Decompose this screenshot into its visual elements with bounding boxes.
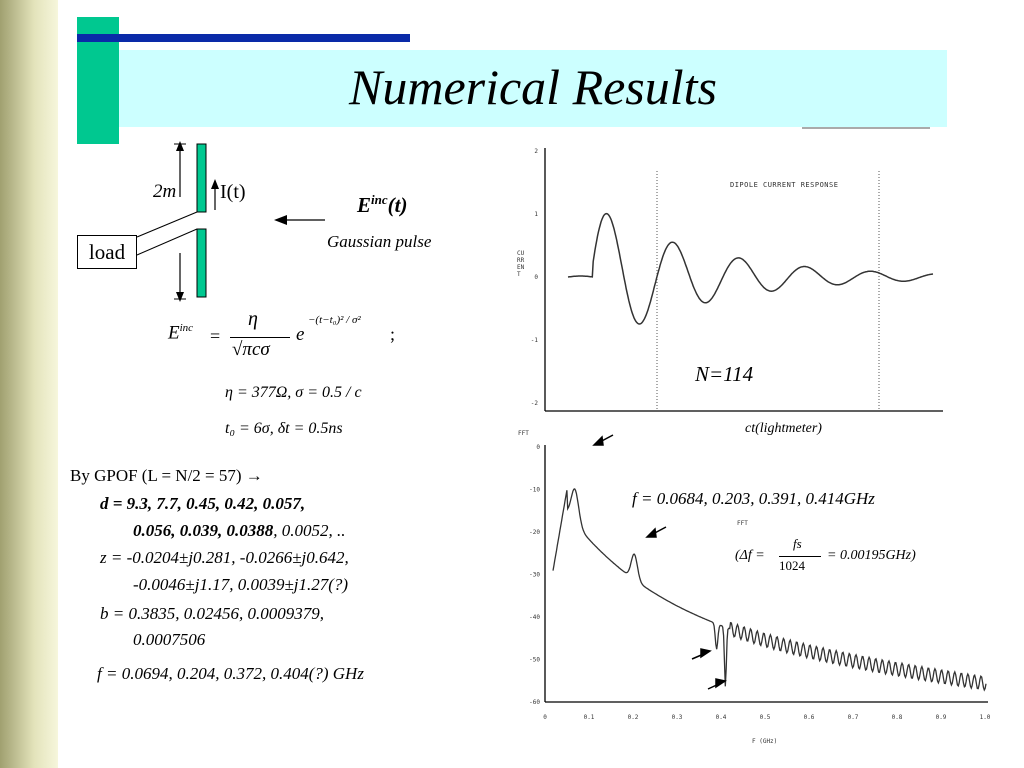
load-label: load bbox=[88, 240, 126, 264]
slide-title: Numerical Results bbox=[348, 59, 718, 115]
fft-xtick-label: 0.8 bbox=[892, 714, 903, 721]
incident-field-label: Einc(t) bbox=[357, 192, 408, 217]
current-label: I(t) bbox=[220, 181, 246, 203]
formula-exp-base: e bbox=[296, 324, 305, 345]
fft-xtick-label: 0.4 bbox=[716, 714, 727, 721]
fft-inner-label: FFT bbox=[737, 520, 748, 527]
fft-ytick-label: -40 bbox=[529, 614, 540, 621]
fft-xtick-label: 0 bbox=[543, 714, 547, 721]
title-band bbox=[119, 50, 947, 127]
gpof-z-line-2: -0.0046±j1.17, 0.0039±j1.27(?) bbox=[133, 575, 349, 594]
formula-end: ; bbox=[390, 324, 396, 344]
gpof-d-line-2: 0.056, 0.039, 0.0388, 0.0052, .. bbox=[133, 521, 346, 540]
top-ytick-label: 1 bbox=[534, 211, 538, 218]
params-line-1: η = 377Ω, σ = 0.5 / c bbox=[225, 384, 362, 401]
fft-ytick-label: -10 bbox=[529, 487, 540, 494]
delta-f-formula: (Δf = fs 1024 = 0.00195GHz) bbox=[735, 536, 916, 573]
freq-annotation: f = 0.0684, 0.203, 0.391, 0.414GHz bbox=[632, 489, 875, 508]
fft-ytick-label: 0 bbox=[536, 444, 540, 451]
load-box: load bbox=[77, 235, 137, 269]
plot-inner-title: DIPOLE CURRENT RESPONSE bbox=[730, 181, 839, 189]
fft-plot: 0 -10 -20 -30 -40 -50 -60 0 0.1 0.2 0.3 0.4 0.5 0.6 0… bbox=[529, 434, 991, 721]
gpof-f-line: f = 0.0694, 0.204, 0.372, 0.404(?) GHz bbox=[97, 664, 364, 683]
fft-xtick-label: 1.0 bbox=[980, 714, 991, 721]
fft-xlabel: F (GHz) bbox=[752, 738, 778, 745]
gpof-b-line-1: b = 0.3835, 0.02456, 0.0009379, bbox=[100, 604, 324, 623]
fft-xtick-label: 0.5 bbox=[760, 714, 771, 721]
n-label: N=114 bbox=[695, 362, 754, 386]
top-ytick-label: 0 bbox=[534, 274, 538, 281]
fft-xtick-label: 0.7 bbox=[848, 714, 859, 721]
current-curve bbox=[567, 212, 934, 325]
gpof-header: By GPOF (L = N/2 = 57) → bbox=[70, 466, 263, 485]
formula-numerator: η bbox=[248, 308, 258, 330]
fft-ytick-label: -50 bbox=[529, 657, 540, 664]
title-underline bbox=[802, 127, 930, 129]
fft-xtick-label: 0.3 bbox=[672, 714, 683, 721]
current-response-plot: 2 1 0 -1 -2 bbox=[531, 148, 943, 412]
fft-curve bbox=[552, 488, 987, 692]
fft-ytick-label: -20 bbox=[529, 529, 540, 536]
gpof-z-line-1: z = -0.0204±j0.281, -0.0266±j0.642, bbox=[100, 548, 349, 567]
fft-xtick-label: 0.1 bbox=[584, 714, 595, 721]
left-decor-bar bbox=[0, 0, 58, 768]
dipole-diagram bbox=[136, 141, 325, 302]
top-plot-xlabel: ct(lightmeter) bbox=[745, 421, 822, 436]
plot-ylabel: CURRENT bbox=[517, 250, 525, 278]
fft-xtick-label: 0.6 bbox=[804, 714, 815, 721]
top-ytick-label: 2 bbox=[534, 148, 538, 155]
params-line-2: t₀ = 6σ, δt = 0.5ns bbox=[225, 420, 343, 437]
fft-xtick-label: 0.9 bbox=[936, 714, 947, 721]
dipole-upper-arm bbox=[196, 143, 207, 213]
formula-lhs: Einc bbox=[168, 322, 194, 344]
fft-ylabel: FFT bbox=[518, 430, 529, 437]
height-label: 2m bbox=[153, 181, 177, 202]
top-ytick-label: -2 bbox=[531, 400, 539, 407]
fft-xtick-label: 0.2 bbox=[628, 714, 639, 721]
fraction-bar bbox=[230, 337, 290, 338]
blue-accent-line bbox=[77, 34, 410, 42]
gpof-d-line-1: d = 9.3, 7.7, 0.45, 0.42, 0.057, bbox=[100, 494, 306, 513]
peak-arrows bbox=[592, 434, 727, 690]
dipole-lower-arm bbox=[196, 228, 207, 298]
formula-exponent: −(t−t₀)² / σ² bbox=[308, 314, 361, 326]
gpof-b-line-2: 0.0007506 bbox=[133, 630, 206, 649]
gaussian-pulse-label: Gaussian pulse bbox=[327, 232, 432, 251]
fft-ytick-label: -60 bbox=[529, 699, 540, 706]
top-ytick-label: -1 bbox=[531, 337, 539, 344]
fft-ytick-label: -30 bbox=[529, 572, 540, 579]
formula-denominator: √πcσ bbox=[232, 339, 270, 360]
